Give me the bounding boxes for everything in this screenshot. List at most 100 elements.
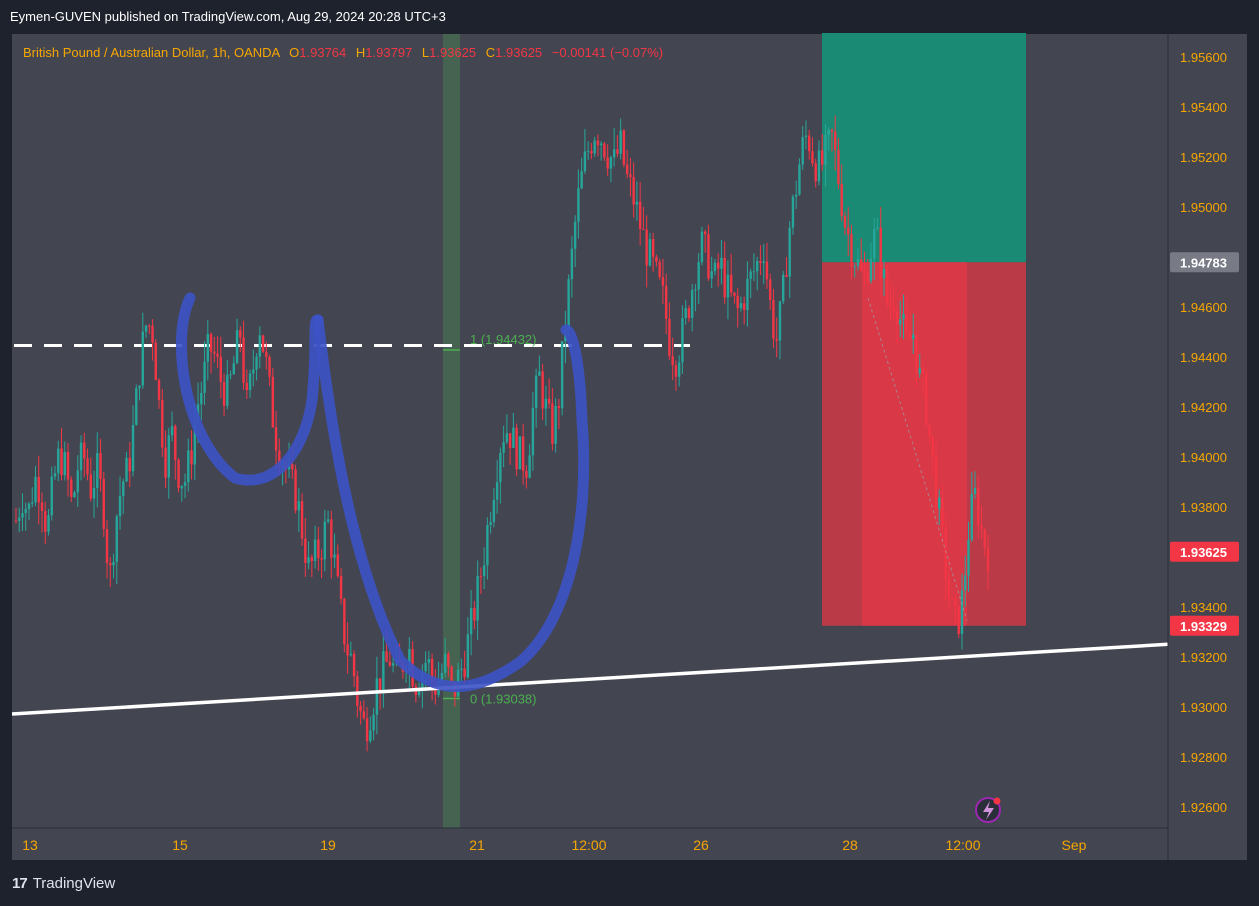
candle-body [908,332,912,340]
candle-body [213,351,216,354]
candle-body [808,135,811,152]
candle-body [824,134,827,165]
candle-body [957,606,960,634]
symbol-name: British Pound / Australian Dollar, 1h, O… [23,45,280,60]
candle-body [463,668,466,678]
candle-body [57,448,60,474]
candle-body [814,163,817,182]
candle-body [440,672,444,682]
candle-body [391,663,395,666]
close-label: C [485,45,496,60]
candle-body [700,231,704,263]
candle-body [603,143,606,158]
candle-body [538,371,541,376]
candle-body [102,478,105,529]
position-zones [443,33,1026,828]
candle-body [915,334,918,374]
candle-body [47,515,50,532]
high-value: 1.93797 [365,45,413,60]
candle-body [606,157,609,169]
candle-body [112,561,115,566]
candle-body [925,373,928,425]
candle-body [795,194,798,197]
candle-body [638,201,642,229]
candle-body [96,453,99,489]
candle-body [580,171,583,189]
candle-body [482,565,486,577]
candle-body [245,382,249,391]
open-value: 1.93764 [299,45,347,60]
candle-body [200,392,203,405]
candle-body [180,485,183,489]
candle-body [593,140,596,154]
price-tick-label: 1.94000 [1180,450,1227,465]
candle-body [557,405,561,409]
candle-body [921,368,925,374]
candle-body [219,356,223,382]
candle-body [577,188,580,222]
candle-body [138,385,141,389]
publish-info: Eymen-GUVEN published on TradingView.com… [10,9,446,24]
candle-body [690,290,694,319]
candle-body [879,227,882,279]
entry-price-label: 1.94783 [1180,255,1227,270]
candle-body [856,259,860,267]
candle-body [720,257,723,269]
candle-body [229,374,232,376]
candle-body [736,295,739,309]
candle-body [830,129,834,132]
candle-body [83,442,86,459]
candle-body [89,474,92,499]
open-label: O [289,45,300,60]
price-tick-label: 1.92800 [1180,750,1227,765]
candle-body [326,519,330,522]
fib-label-top: 1 (1.94432) [470,332,537,347]
chart-area[interactable] [12,34,1247,860]
candle-body [34,476,37,503]
candle-body [586,151,590,153]
candle-body [801,137,804,165]
tradingview-logo[interactable]: 17 TradingView [12,875,115,892]
candle-body [505,433,509,443]
candle-body [479,576,483,578]
candle-body [44,510,47,532]
high-label: H [355,45,366,60]
candle-body [24,508,27,514]
candle-body [300,501,304,539]
candle-body [843,216,847,228]
candle-body [671,356,674,366]
candle-body [235,330,239,364]
candle-body [960,590,964,634]
candle-body [239,330,242,338]
stop-price-label: 1.93329 [1180,619,1227,634]
candle-body [886,268,889,304]
candle-body [850,234,853,267]
candle-body [873,228,876,259]
candle-body [733,292,736,296]
time-tick-label: Sep [1062,837,1087,853]
candle-body [375,678,379,715]
candle-body [554,405,557,444]
candle-body [369,730,372,742]
support-trendline [11,642,1169,716]
candle-body [635,201,639,205]
candle-body [986,547,990,572]
candle-body [193,423,196,465]
candle-body [151,325,154,343]
price-tick-label: 1.94600 [1180,300,1227,315]
candle-body [541,371,544,409]
price-tick-label: 1.95000 [1180,200,1227,215]
candle-body [343,598,346,645]
guide-lines [14,344,690,700]
candle-body [882,268,886,279]
candle-body [616,149,619,154]
candle-body [365,718,369,742]
candle-body [469,607,473,635]
candle-body [203,361,206,393]
candle-body [664,285,668,319]
candle-body [183,482,187,486]
candle-body [694,289,697,291]
low-value: 1.93625 [429,45,477,60]
candle-body [320,558,323,560]
